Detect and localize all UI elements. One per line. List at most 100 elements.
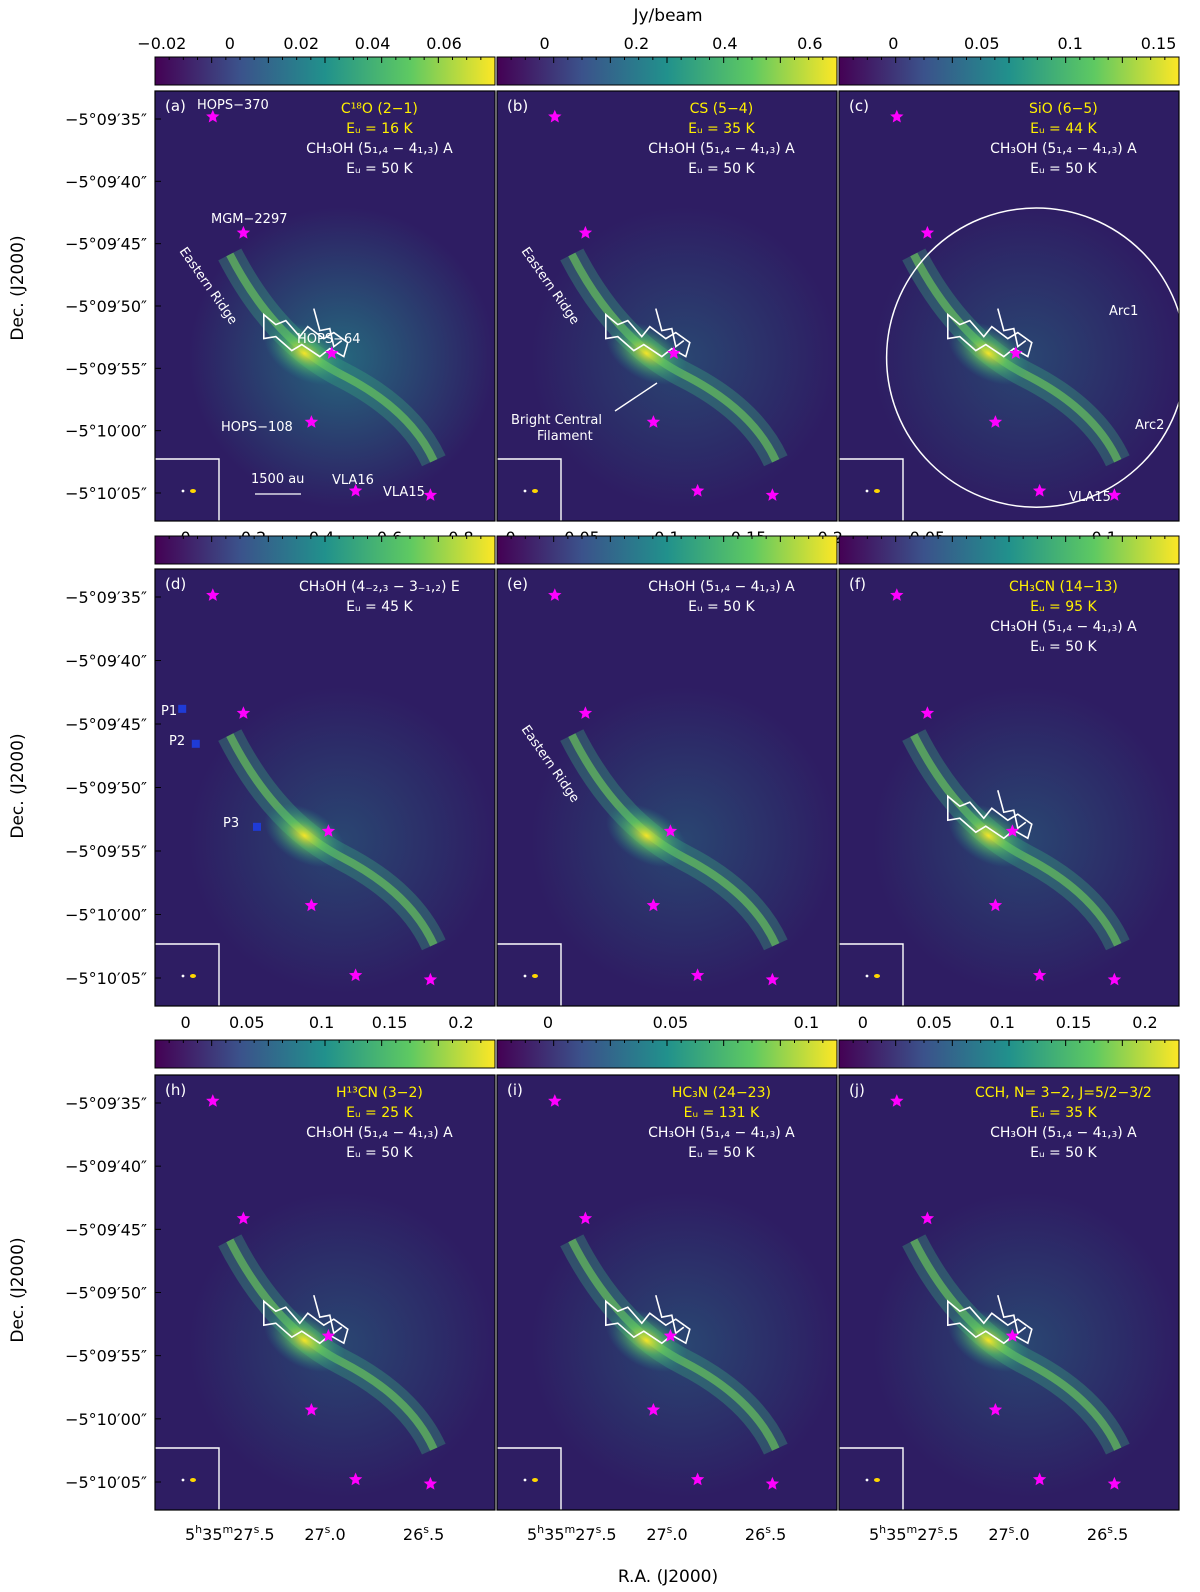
x-tick-label: 0.2 [448, 1013, 473, 1032]
source-star-marker [423, 488, 438, 501]
panel-tag: (a) [165, 97, 186, 115]
panel-tag: (d) [165, 575, 186, 593]
position-marker [253, 822, 261, 831]
beam-inset-box [839, 943, 904, 1006]
beam-ellipse [190, 489, 196, 493]
panel-tag: (b) [507, 97, 528, 115]
y-tick-label: −5°09′45″ [65, 1220, 147, 1239]
map-label: P1 [161, 704, 177, 719]
source-star-marker [765, 488, 780, 501]
source-star-marker [548, 588, 562, 601]
y-tick-label: −5°09′45″ [65, 715, 147, 734]
source-star-marker [765, 1476, 780, 1490]
panel-tag: (c) [849, 97, 869, 115]
bright-emission [606, 803, 688, 868]
panel-annotation: Eᵤ = 45 K [346, 599, 413, 615]
panel-annotation: CH₃OH (5₁,₄ − 4₁,₃) A [648, 141, 795, 157]
panel-annotation: C¹⁸O (2−1) [341, 101, 418, 117]
colorbar-tick-label: 0.1 [1057, 34, 1082, 53]
source-star-marker [348, 1472, 363, 1486]
y-tick-label: −5°10′05″ [65, 969, 147, 988]
x-tick-label: 0 [858, 1013, 868, 1032]
panel-annotation: CH₃OH (5₁,₄ − 4₁,₃) A [306, 1125, 453, 1141]
x-axis-title: R.A. (J2000) [618, 1567, 718, 1587]
x-tick-label: 0.05 [916, 1013, 952, 1032]
colorbar-tick-label: 0.4 [712, 34, 737, 53]
x-tick-label: 0.05 [653, 1013, 689, 1032]
panel-annotation: Eᵤ = 44 K [1030, 121, 1097, 137]
source-star-marker [578, 1211, 593, 1225]
y-tick-label: −5°09′35″ [65, 588, 147, 607]
methanol-contour [313, 1294, 343, 1335]
source-star-marker [1107, 488, 1122, 501]
x-tick-label: 0.1 [309, 1013, 334, 1032]
source-star-marker [321, 824, 336, 837]
beam-inset-box [497, 943, 562, 1006]
beam-ellipse [181, 974, 185, 978]
panel-frame [838, 568, 1180, 1007]
beam-ellipse [865, 1478, 869, 1482]
panel-annotation: Eᵤ = 16 K [346, 121, 413, 137]
y-tick-label: −5°09′40″ [65, 652, 147, 671]
panel-frame [838, 1074, 1180, 1511]
panel-e: (e) CH₃OH (5₁,₄ − 4₁,₃) AEᵤ = 50 KEastern… [496, 535, 838, 1032]
panel-frame [496, 90, 838, 522]
source-star-marker [321, 1329, 336, 1342]
y-axis-title: Dec. (J2000) [8, 733, 28, 838]
source-star-marker [646, 898, 661, 912]
y-tick-label: −5°09′55″ [65, 359, 147, 378]
x-tick-label: 0.1 [794, 1013, 819, 1032]
position-marker [191, 739, 200, 748]
source-star-marker [890, 588, 904, 601]
beam-ellipse [874, 1478, 880, 1482]
y-tick-label: −5°09′40″ [65, 172, 147, 191]
ra-tick-label: 26s.5 [403, 1523, 444, 1544]
x-tick-label: 0.15 [372, 1013, 408, 1032]
panel-annotation: CCH, N= 3−2, J=5/2−3/2 [975, 1085, 1152, 1101]
x-tick-label: 0.05 [229, 1013, 265, 1032]
panel-frame [496, 568, 838, 1007]
panel-tag: (e) [507, 575, 528, 593]
colorbar-tick-label: 0.05 [964, 34, 1000, 53]
panel-annotation: CH₃OH (5₁,₄ − 4₁,₃) A [648, 579, 795, 595]
y-tick-label: −5°10′00″ [65, 422, 147, 441]
beam-ellipse [523, 974, 527, 978]
methanol-contour [263, 312, 349, 358]
source-star-marker [1032, 1472, 1047, 1486]
beam-inset-box [497, 1447, 562, 1510]
colorbar-tick-label: 0.02 [283, 34, 319, 53]
source-star-marker [988, 415, 1003, 428]
source-star-marker [988, 898, 1003, 912]
beam-ellipse [874, 489, 880, 493]
methanol-contour [997, 790, 1027, 830]
source-star-marker [690, 1472, 705, 1486]
methanol-contour [263, 1299, 349, 1345]
panel-h: (h) H¹³CN (3−2) Eᵤ = 25 K CH₃OH (5₁,₄ − 4₁,… [65, 1039, 496, 1544]
map-label: Arc1 [1109, 304, 1138, 319]
y-tick-label: −5°09′55″ [65, 842, 147, 861]
methanol-contour [997, 1294, 1027, 1335]
panel-annotation: CS (5−4) [690, 101, 754, 117]
panel-frame [838, 90, 1180, 522]
methanol-contour [313, 308, 343, 348]
source-star-marker [690, 968, 705, 982]
y-tick-label: −5°09′40″ [65, 1157, 147, 1176]
ra-tick-label: 27s.0 [304, 1523, 345, 1544]
map-label: VLA15 [383, 485, 425, 500]
x-tick-label: 0.2 [1132, 1013, 1157, 1032]
panel-annotation: Eᵤ = 25 K [346, 1105, 413, 1121]
source-star-marker [423, 972, 438, 986]
ra-tick-label: 26s.5 [1087, 1523, 1128, 1544]
map-label: P3 [223, 816, 239, 831]
y-axis-title: Dec. (J2000) [8, 1237, 28, 1342]
source-star-marker [920, 1211, 935, 1225]
panel-annotation: Eᵤ = 50 K [346, 1145, 413, 1161]
panel-annotation: Eᵤ = 50 K [688, 161, 755, 177]
source-star-marker [304, 415, 319, 428]
source-star-marker [1107, 972, 1122, 986]
panel-frame [496, 1074, 838, 1511]
panel-tag: (f) [849, 575, 866, 593]
panel-f: (f) CH₃CN (14−13) Eᵤ = 95 K CH₃OH (5₁,₄ − 4… [838, 535, 1180, 1032]
y-tick-label: −5°09′50″ [65, 1284, 147, 1303]
methanol-contour [947, 312, 1033, 358]
